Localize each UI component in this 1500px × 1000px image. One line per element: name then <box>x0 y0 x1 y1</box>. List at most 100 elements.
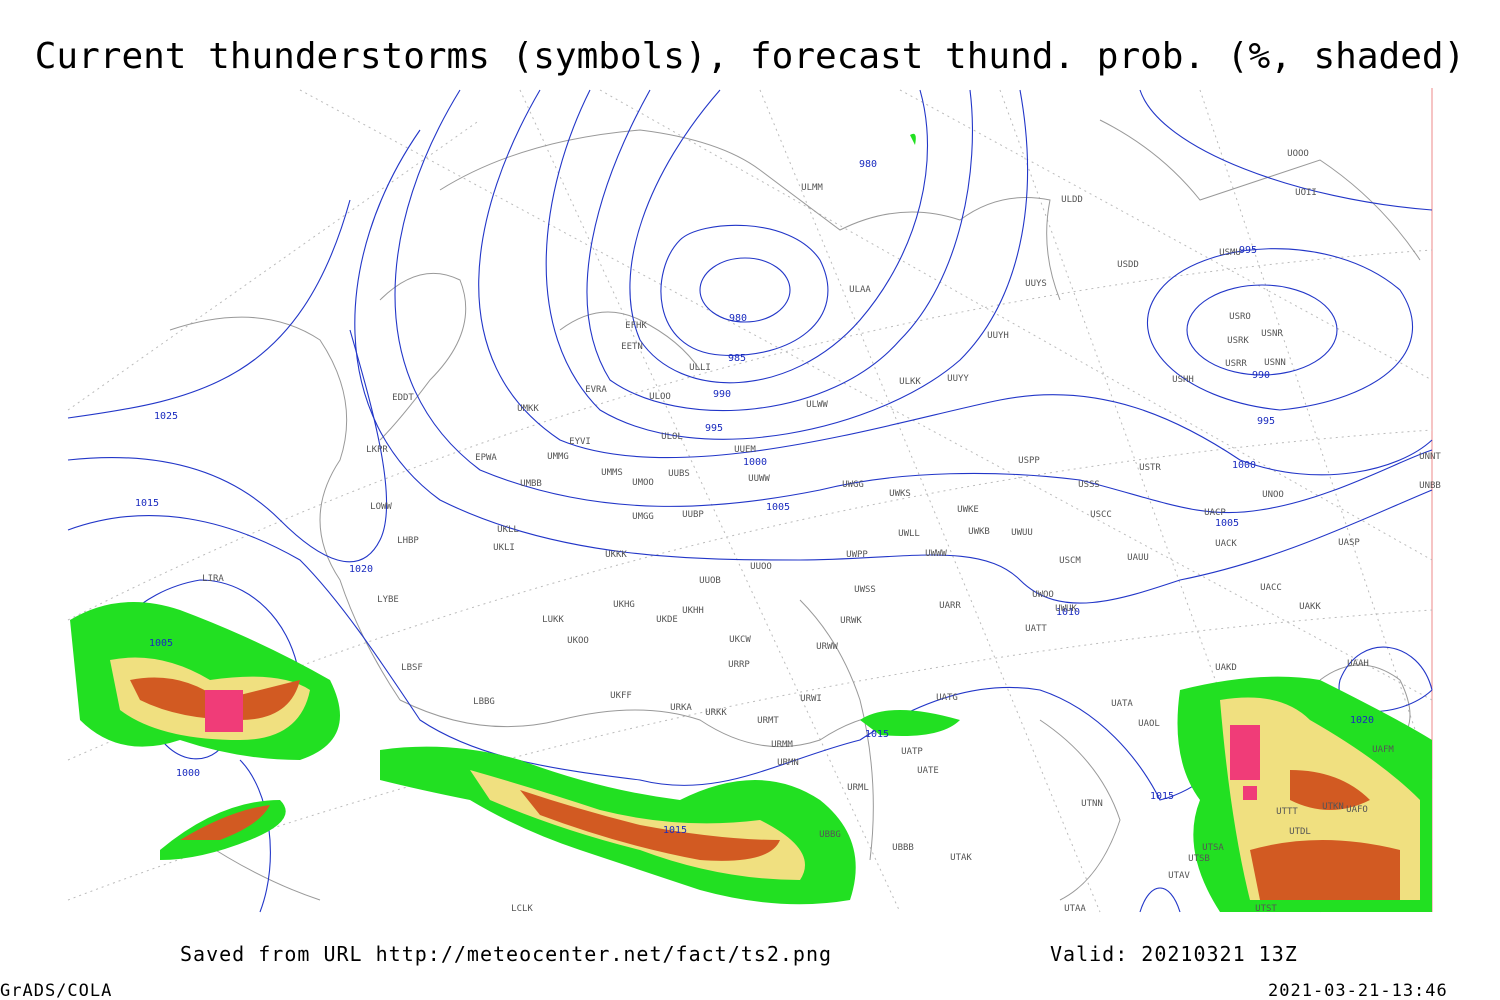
isobar-label: 1005 <box>766 502 790 513</box>
station-label: UUEM <box>734 445 756 455</box>
isobar-label: 985 <box>728 353 746 364</box>
station-label: LIRA <box>202 574 224 584</box>
station-label: ULOL <box>661 432 683 442</box>
station-label: ULAA <box>849 285 871 295</box>
title: Current thunderstorms (symbols), forecas… <box>35 36 1465 77</box>
thunder-probability <box>70 133 1432 912</box>
station-label: UASP <box>1338 538 1360 548</box>
isobar-label: 990 <box>1252 370 1270 381</box>
station-label: UAKD <box>1215 663 1237 673</box>
station-label: UBBG <box>819 830 841 840</box>
station-label: UATP <box>901 747 923 757</box>
station-label: LCLK <box>511 904 533 914</box>
station-label: URWW <box>816 642 838 652</box>
station-label: URKK <box>705 708 727 718</box>
station-label: UKKK <box>605 550 627 560</box>
isobar-label: 1010 <box>1056 607 1080 618</box>
station-label: UUYH <box>987 331 1009 341</box>
isobar-label: 1015 <box>865 729 889 740</box>
isobar-label: 980 <box>859 159 877 170</box>
station-label: EVRA <box>585 385 607 395</box>
station-label: USCC <box>1090 510 1112 520</box>
station-label: USMU <box>1219 248 1241 258</box>
timestamp: 2021-03-21-13:46 <box>1268 981 1448 1000</box>
station-label: UNOO <box>1262 490 1284 500</box>
station-label: ULLI <box>689 363 711 373</box>
station-label: USHH <box>1172 375 1194 385</box>
isobar-label: 1005 <box>1215 518 1239 529</box>
station-label: UTSA <box>1202 843 1224 853</box>
station-label: UWKS <box>889 489 911 499</box>
station-label: UKOO <box>567 636 589 646</box>
isobar-label: 1000 <box>743 457 767 468</box>
isobars <box>67 89 1433 913</box>
station-label: UAKK <box>1299 602 1321 612</box>
station-label: UUYY <box>947 374 969 384</box>
station-label: UMBB <box>520 479 542 489</box>
station-label: UUOB <box>699 576 721 586</box>
station-label: LUKK <box>542 615 564 625</box>
station-label: UWLL <box>898 529 920 539</box>
isobar-label: 995 <box>705 423 723 434</box>
station-label: UNNT <box>1419 452 1441 462</box>
station-label: UUOO <box>750 562 772 572</box>
station-label: ULOO <box>649 392 671 402</box>
station-label: UKDE <box>656 615 678 625</box>
station-label: UOOO <box>1287 149 1309 159</box>
isobar-label: 1000 <box>1232 460 1256 471</box>
isobar-label: 1015 <box>135 498 159 509</box>
station-label: UWOO <box>1032 590 1054 600</box>
station-label: URMT <box>757 716 779 726</box>
isobar-label: 995 <box>1239 245 1257 256</box>
isobar-label: 1000 <box>176 768 200 779</box>
software: GrADS/COLA <box>0 981 112 1000</box>
source-url: Saved from URL http://meteocenter.net/fa… <box>180 942 832 966</box>
station-label: UTAK <box>950 853 972 863</box>
coastlines <box>169 119 1421 901</box>
isobar-label: 995 <box>1257 416 1275 427</box>
station-label: UTSB <box>1188 854 1210 864</box>
station-label: USCM <box>1059 556 1081 566</box>
isobar-label: 1005 <box>149 638 173 649</box>
station-label: UUBS <box>668 469 690 479</box>
isobar-label: 1015 <box>1150 791 1174 802</box>
valid-time: Valid: 20210321 13Z <box>1050 942 1298 966</box>
isobar-label: 1015 <box>663 825 687 836</box>
station-label: UAFO <box>1346 805 1368 815</box>
station-label: UTDL <box>1289 827 1311 837</box>
station-label: UKHG <box>613 600 635 610</box>
station-label: URMM <box>771 740 793 750</box>
station-label: USTR <box>1139 463 1161 473</box>
station-label: EYVI <box>569 437 591 447</box>
station-label: UKCW <box>729 635 751 645</box>
station-label: UAUU <box>1127 553 1149 563</box>
station-label: UATE <box>917 766 939 776</box>
station-label: LBBG <box>473 697 495 707</box>
station-label: UNBB <box>1419 481 1441 491</box>
station-label: UATG <box>936 693 958 703</box>
station-label: UACC <box>1260 583 1282 593</box>
station-label: UKLL <box>497 525 519 535</box>
station-label: UWKB <box>968 527 990 537</box>
station-label: LKPR <box>366 445 388 455</box>
station-label: UAAH <box>1347 659 1369 669</box>
isobar-label: 1020 <box>1350 715 1374 726</box>
station-label: USNN <box>1264 358 1286 368</box>
station-label: URWI <box>800 694 822 704</box>
isobar-label: 990 <box>713 389 731 400</box>
station-label: USSS <box>1078 480 1100 490</box>
station-label: UWSS <box>854 585 876 595</box>
station-label: EPWA <box>475 453 497 463</box>
isobar-label: 1020 <box>349 564 373 575</box>
station-label: UAOL <box>1138 719 1160 729</box>
station-label: EFHK <box>625 321 647 331</box>
station-label: USDD <box>1117 260 1139 270</box>
station-labels: ULMM ULDD UUYS USDD USMU UOII UOOO ULAA UUYH USRO… <box>202 149 1441 914</box>
station-label: UMGG <box>632 512 654 522</box>
isobar-label: 980 <box>729 313 747 324</box>
station-label: UTTT <box>1276 807 1298 817</box>
station-label: UMKK <box>517 404 539 414</box>
station-label: UWUU <box>1011 528 1033 538</box>
station-label: UACK <box>1215 539 1237 549</box>
station-label: LBSF <box>401 663 423 673</box>
